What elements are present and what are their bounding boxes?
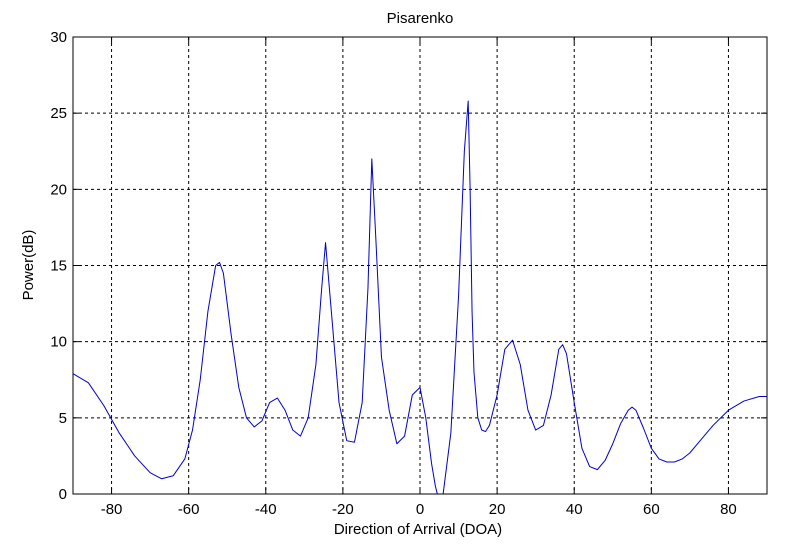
y-tick-label: 15: [50, 258, 67, 275]
chart-title: Pisarenko: [387, 10, 454, 27]
tick-labels: -80 -60 -40 -20 0 20 40 60 80 0 5 10 15 20 25 30: [50, 29, 736, 518]
x-axis-title: Direction of Arrival (DOA): [334, 521, 502, 538]
x-tick-label: -60: [178, 501, 200, 518]
series-line-0: [73, 100, 767, 494]
x-tick-label: 60: [643, 501, 660, 518]
y-tick-label: 10: [50, 334, 67, 351]
x-tick-label: 80: [720, 501, 737, 518]
y-axis-title: Power(dB): [20, 230, 37, 301]
y-tick-label: 0: [59, 486, 67, 503]
y-tick-label: 20: [50, 181, 67, 198]
y-tick-label: 5: [59, 410, 67, 427]
x-tick-label: 20: [489, 501, 506, 518]
ticks: [73, 36, 767, 495]
x-tick-label: 40: [566, 501, 583, 518]
x-tick-label: -20: [332, 501, 354, 518]
line-layer: [73, 100, 767, 494]
x-tick-label: -40: [255, 501, 277, 518]
grid: [73, 37, 767, 494]
y-tick-label: 30: [50, 29, 67, 46]
x-tick-label: -80: [101, 501, 123, 518]
y-tick-label: 25: [50, 105, 67, 122]
x-tick-label: 0: [416, 501, 424, 518]
